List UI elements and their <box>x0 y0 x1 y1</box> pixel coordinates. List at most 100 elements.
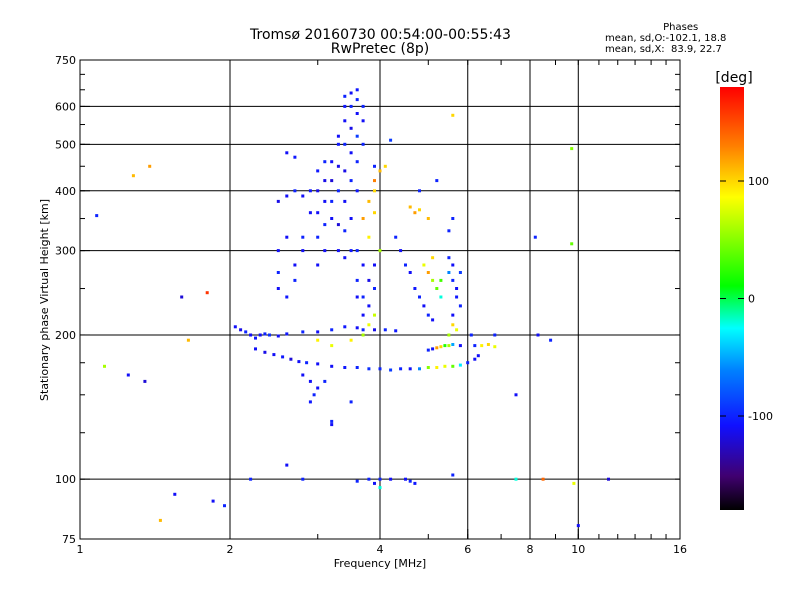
echo-point <box>404 263 407 267</box>
echo-point <box>330 328 334 332</box>
echo-point <box>355 134 359 138</box>
echo-point <box>301 235 305 239</box>
echo-point <box>293 278 297 282</box>
echo-point <box>572 481 576 485</box>
echo-point <box>285 235 289 239</box>
echo-point <box>373 211 376 215</box>
echo-point <box>451 217 455 220</box>
x-tick-label: 6 <box>464 543 471 556</box>
echo-point <box>254 336 257 340</box>
echo-point <box>389 368 393 372</box>
echo-point <box>408 479 412 483</box>
echo-point <box>276 334 280 338</box>
echo-point <box>373 179 376 183</box>
echo-point <box>486 343 490 346</box>
echo-point <box>316 263 320 267</box>
echo-point <box>316 386 320 390</box>
echo-point <box>180 295 184 299</box>
echo-point <box>297 360 301 364</box>
echo-point <box>422 263 426 267</box>
echo-point <box>323 249 327 253</box>
echo-point <box>451 364 455 368</box>
echo-point <box>426 313 430 317</box>
echo-point <box>367 367 371 371</box>
chart-subtitle: RwPretec (8p) <box>330 41 430 57</box>
echo-point <box>239 328 243 332</box>
echo-point <box>263 332 267 336</box>
echo-point <box>394 235 398 239</box>
echo-point <box>607 477 610 481</box>
echo-point <box>285 295 289 299</box>
y-tick-label: 500 <box>55 138 76 151</box>
echo-point <box>451 473 455 477</box>
echo-point <box>343 325 347 329</box>
colorbar: [deg] 100 0 -100 <box>715 70 773 510</box>
colorbar-tick-label: -100 <box>748 410 773 423</box>
colorbar-tick-label: 0 <box>748 293 755 306</box>
echo-point <box>293 189 297 193</box>
axes: 1 2 4 6 8 10 16 75 100 200 300 400 500 600 750 <box>55 54 687 556</box>
echo-point <box>301 249 305 253</box>
echo-point <box>447 256 451 260</box>
echo-point <box>361 119 365 123</box>
echo-point <box>408 271 412 274</box>
echo-point <box>458 271 462 274</box>
y-tick-label: 750 <box>55 54 76 67</box>
echo-point <box>373 189 376 193</box>
echo-point <box>323 199 327 203</box>
echo-point <box>458 363 462 367</box>
echo-point <box>426 366 430 369</box>
echo-point <box>249 477 253 481</box>
echo-point <box>373 481 376 485</box>
echo-point <box>323 179 327 183</box>
echo-point <box>289 357 293 361</box>
echo-point <box>389 138 393 142</box>
echo-point <box>413 287 417 290</box>
echo-point <box>367 323 371 327</box>
colorbar-label: [deg] <box>715 70 752 86</box>
x-tick-label: 1 <box>77 543 84 556</box>
echo-point <box>570 242 574 246</box>
echo-point <box>349 126 353 130</box>
echo-point <box>373 287 376 290</box>
echo-point <box>451 323 455 327</box>
y-tick-label: 100 <box>55 473 76 486</box>
echo-point <box>458 304 462 308</box>
echo-point <box>316 330 320 334</box>
echo-point <box>336 223 340 227</box>
echo-point <box>186 338 190 342</box>
echo-point <box>336 249 340 253</box>
echo-point <box>361 313 365 317</box>
echo-point <box>293 155 297 159</box>
echo-point <box>336 189 340 193</box>
echo-point <box>316 362 320 366</box>
echo-point <box>355 189 359 193</box>
echo-point <box>355 112 359 115</box>
echo-point <box>349 104 353 108</box>
echo-point <box>480 344 484 348</box>
echo-point <box>301 194 305 198</box>
echo-point <box>330 217 334 220</box>
echo-point <box>451 278 455 282</box>
echo-point <box>285 463 289 467</box>
y-tick-label: 400 <box>55 185 76 198</box>
echo-point <box>336 164 340 168</box>
echo-point <box>431 256 435 260</box>
echo-point <box>367 278 371 282</box>
echo-point <box>355 278 359 282</box>
echo-point <box>355 249 359 253</box>
x-tick-label: 16 <box>673 543 687 556</box>
echo-point <box>263 350 267 354</box>
x-tick-label: 4 <box>377 543 384 556</box>
echo-point <box>378 486 382 490</box>
echo-point <box>316 169 320 173</box>
echo-point <box>435 346 439 350</box>
echo-point <box>447 344 451 348</box>
echo-point <box>148 164 152 168</box>
echo-point <box>378 249 382 253</box>
chart-title: Tromsø 20160730 00:54:00-00:55:43 <box>250 27 511 43</box>
echo-point <box>373 164 376 168</box>
echo-point <box>378 477 382 481</box>
echo-point <box>343 94 347 98</box>
echo-point <box>308 189 312 193</box>
